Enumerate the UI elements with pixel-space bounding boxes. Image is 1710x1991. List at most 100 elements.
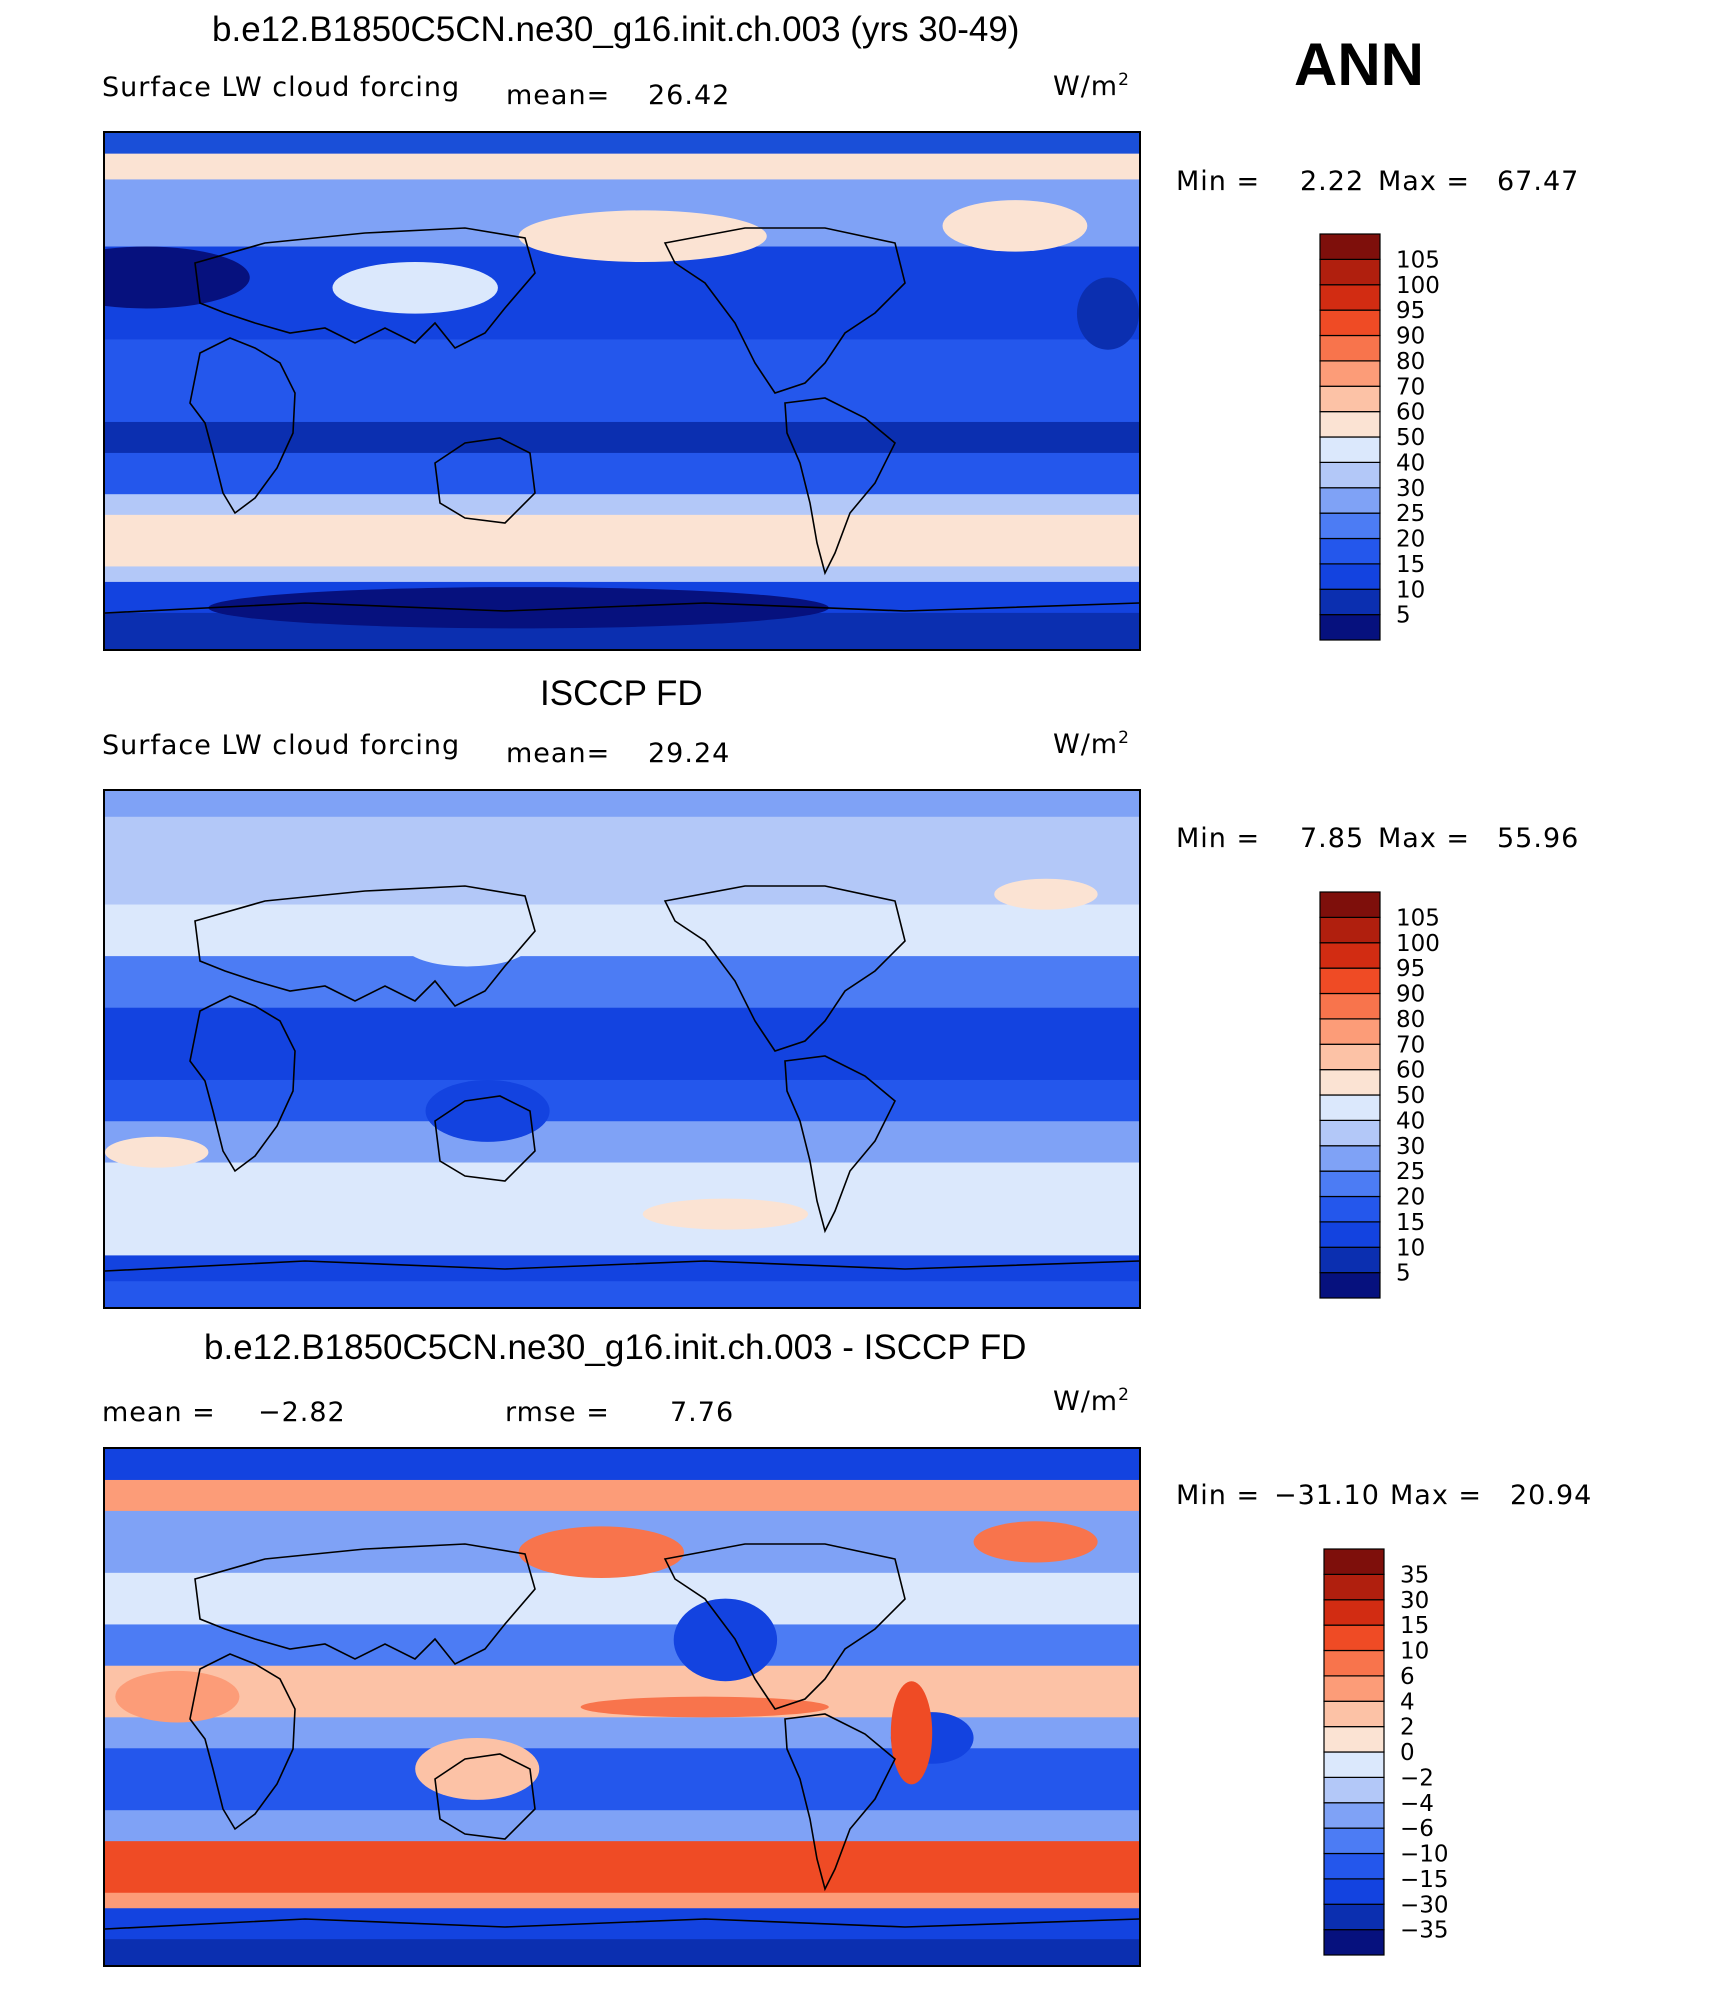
colorbar-tick-label: 30	[1396, 476, 1425, 502]
panel1-variable: Surface LW cloud forcing	[102, 72, 461, 103]
field-band	[105, 1572, 1139, 1626]
coastline	[663, 885, 906, 1052]
panel1-units: W/m2	[1053, 70, 1130, 102]
colorbar-swatch	[1323, 1751, 1385, 1778]
colorbar-tick-label: 40	[1396, 450, 1425, 476]
panel3-min-label: Min =	[1176, 1480, 1261, 1511]
field-band	[105, 1892, 1139, 1910]
coastline	[434, 1753, 536, 1840]
colorbar-swatch	[1323, 1573, 1385, 1601]
colorbar-tick-label: −2	[1400, 1765, 1434, 1791]
colorbar-tick-label: 5	[1396, 1261, 1411, 1287]
panel3-max-label: Max =	[1390, 1480, 1483, 1511]
colorbar-tick-label: 100	[1396, 931, 1440, 957]
field-band	[105, 1624, 1139, 1667]
coastline	[663, 1543, 906, 1710]
colorbar-swatch	[1323, 1624, 1385, 1652]
colorbar-swatch	[1319, 1018, 1381, 1045]
colorbar-swatch	[1319, 891, 1381, 918]
field-band	[105, 339, 1139, 423]
coastline	[189, 1653, 296, 1831]
colorbar-tick-label: 25	[1396, 1159, 1425, 1185]
panel3-min-value: −31.10	[1274, 1480, 1380, 1511]
colorbar-tick-label: 60	[1396, 400, 1425, 426]
colorbar-swatch	[1323, 1878, 1385, 1905]
coastline	[663, 227, 906, 394]
colorbar-swatch	[1323, 1852, 1385, 1880]
colorbar-swatch	[1319, 1221, 1381, 1248]
field-band	[105, 1810, 1139, 1843]
panel2-mean-label: mean=	[506, 738, 611, 769]
panel1-mean-label: mean=	[506, 80, 611, 111]
colorbar-swatch	[1319, 916, 1381, 944]
field-band	[105, 1007, 1139, 1081]
units-base: W/m	[1053, 729, 1119, 760]
panel2-max-value: 55.96	[1497, 823, 1580, 854]
colorbar-tick-label: 10	[1400, 1639, 1429, 1665]
panel2-title: ISCCP FD	[540, 674, 703, 713]
field-blob	[518, 1526, 685, 1578]
colorbar-swatch	[1319, 436, 1381, 463]
panel2-units: W/m2	[1053, 728, 1130, 760]
field-band	[105, 566, 1139, 583]
season-label: ANN	[1294, 31, 1424, 98]
colorbar-tick-label: 35	[1400, 1562, 1429, 1588]
colorbar-swatch	[1323, 1726, 1385, 1753]
colorbar-tick-label: 90	[1396, 324, 1425, 350]
colorbar-tick-label: −30	[1400, 1892, 1449, 1918]
panel3-max-value: 20.94	[1510, 1480, 1593, 1511]
coastline	[189, 995, 296, 1173]
colorbar-swatch	[1323, 1903, 1385, 1931]
colorbar-swatch	[1319, 1246, 1381, 1274]
field-blob	[994, 878, 1098, 910]
colorbar-tick-label: −6	[1400, 1816, 1434, 1842]
colorbar-swatch	[1319, 487, 1381, 514]
panel3-map	[103, 1447, 1141, 1967]
coastline	[189, 337, 296, 515]
colorbar-tick-label: 30	[1400, 1588, 1429, 1614]
colorbar-tick-label: 100	[1396, 273, 1440, 299]
panel3-mean-label: mean =	[102, 1397, 216, 1428]
field-band	[105, 1939, 1139, 1965]
colorbar-swatch	[1319, 461, 1381, 489]
colorbar-tick-label: −10	[1400, 1842, 1449, 1868]
panel3-map-field	[105, 1449, 1139, 1965]
colorbar-swatch	[1323, 1548, 1385, 1575]
colorbar-tick-label: 20	[1396, 1185, 1425, 1211]
colorbar-tick-label: 15	[1400, 1613, 1429, 1639]
colorbar-tick-label: 90	[1396, 982, 1425, 1008]
field-blob	[115, 1670, 240, 1723]
colorbar-swatch	[1319, 309, 1381, 337]
colorbar-tick-label: 105	[1396, 905, 1440, 931]
field-band	[105, 904, 1139, 958]
colorbar-swatch	[1319, 1094, 1381, 1121]
field-blob	[415, 1737, 540, 1800]
colorbar-swatch	[1319, 512, 1381, 540]
colorbar-swatch	[1323, 1599, 1385, 1626]
panel3-title: b.e12.B1850C5CN.ne30_g16.init.ch.003 - I…	[204, 1328, 1027, 1367]
colorbar-swatch	[1319, 1170, 1381, 1198]
colorbar-swatch	[1319, 1069, 1381, 1096]
colorbar-tick-label: 50	[1396, 1083, 1425, 1109]
colorbar-tick-label: 5	[1396, 603, 1411, 629]
panel3-mean-value: −2.82	[258, 1397, 346, 1428]
field-band	[105, 421, 1139, 454]
colorbar-tick-label: 10	[1396, 577, 1425, 603]
colorbar-swatch	[1319, 1195, 1381, 1223]
coastline	[194, 885, 536, 1008]
field-blob	[580, 1696, 829, 1718]
colorbar-tick-label: 4	[1400, 1689, 1415, 1715]
coastline	[194, 227, 536, 350]
colorbar-tick-label: 15	[1396, 1210, 1425, 1236]
colorbar-swatch	[1319, 360, 1381, 387]
colorbar-swatch	[1319, 942, 1381, 969]
colorbar-swatch	[1319, 411, 1381, 438]
units-exp: 2	[1118, 70, 1130, 90]
panel3-units: W/m2	[1053, 1385, 1130, 1417]
field-band	[105, 133, 1139, 155]
colorbar-tick-label: 30	[1396, 1134, 1425, 1160]
colorbar-tick-label: 105	[1396, 247, 1440, 273]
colorbar-tick-label: 95	[1396, 298, 1425, 324]
panel1-mean-value: 26.42	[648, 80, 731, 111]
